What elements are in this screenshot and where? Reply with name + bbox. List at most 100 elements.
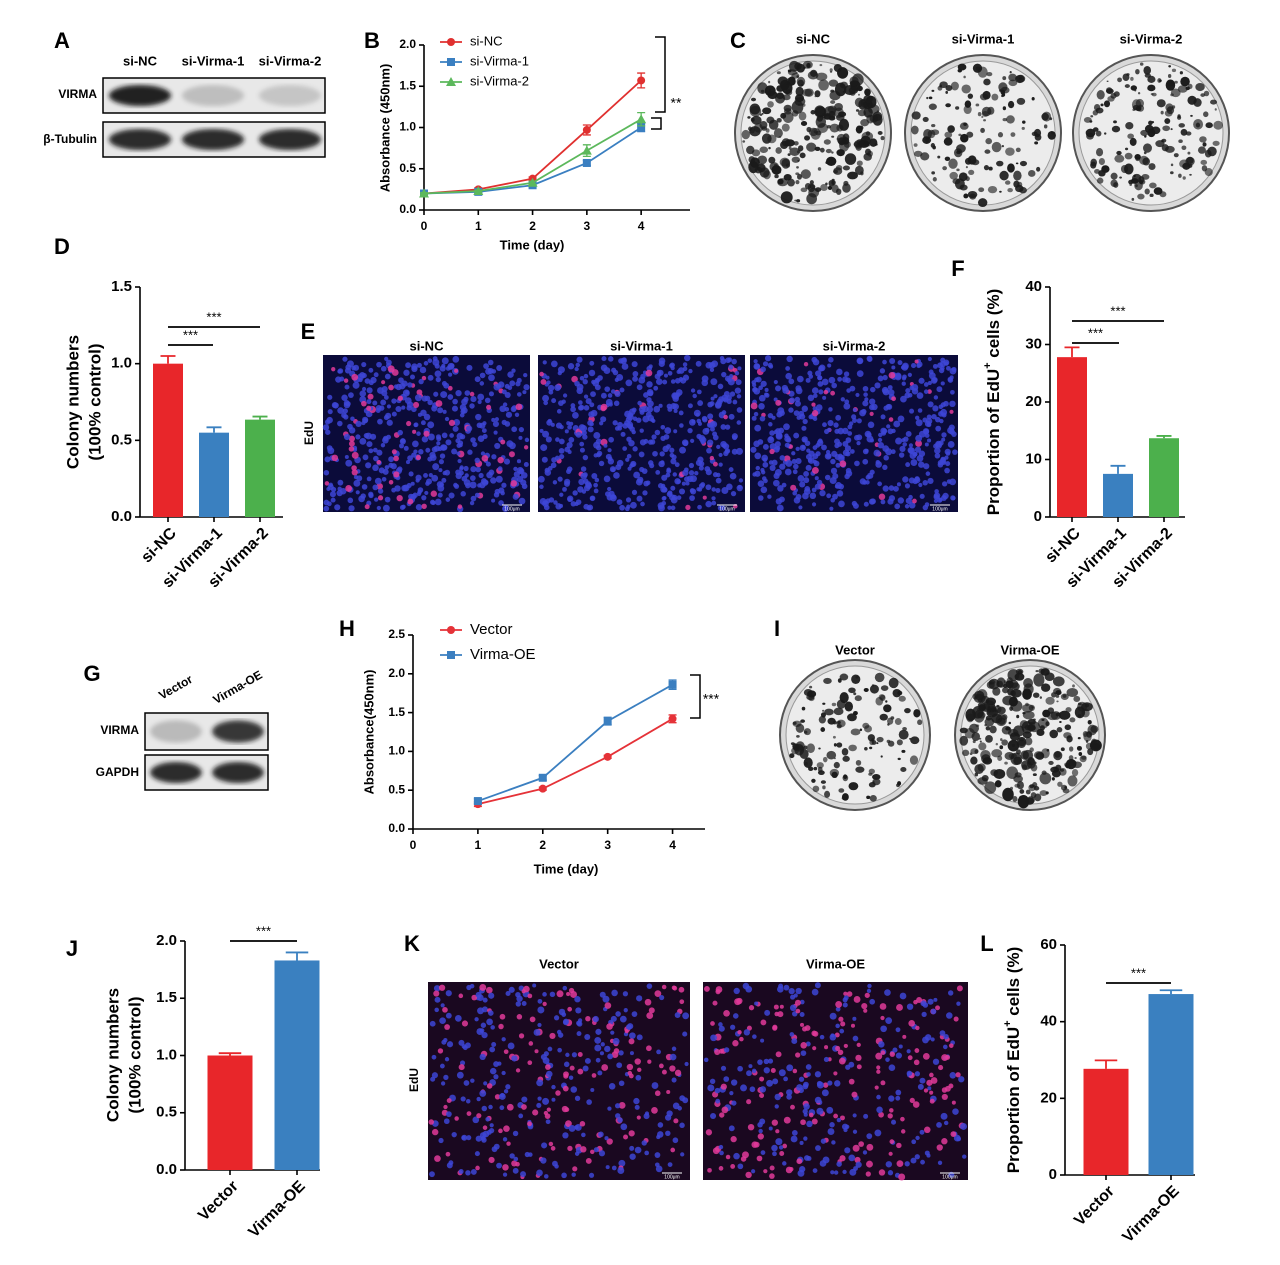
cell [475, 413, 482, 421]
cell [491, 454, 497, 460]
cell [372, 484, 379, 491]
cell [381, 380, 386, 385]
cell [654, 429, 661, 436]
cell [725, 1154, 731, 1160]
colony [932, 177, 937, 182]
cell [439, 1017, 446, 1025]
colony [1004, 680, 1007, 684]
cell [932, 1058, 940, 1065]
cell [944, 448, 951, 455]
blot-band [181, 85, 245, 106]
cell [836, 490, 844, 497]
cell [591, 1073, 597, 1078]
cell [636, 995, 643, 1002]
cell [934, 489, 939, 494]
cell [604, 1136, 609, 1141]
colony [785, 89, 793, 96]
cell [368, 491, 374, 497]
cell [408, 471, 414, 477]
cell [803, 471, 810, 477]
colony [1048, 760, 1054, 766]
colony [1002, 695, 1015, 706]
cell [500, 490, 505, 496]
cell [768, 460, 774, 465]
cell [647, 1059, 652, 1064]
cell [395, 405, 402, 413]
cell [518, 435, 523, 440]
colony [1017, 181, 1023, 188]
cell [838, 1016, 844, 1022]
cell [518, 1113, 524, 1119]
cell [431, 1128, 439, 1136]
colony [741, 129, 750, 140]
cell [705, 361, 713, 369]
colony [783, 104, 792, 112]
cell [660, 460, 665, 465]
cell [679, 446, 686, 454]
colony [1034, 141, 1039, 145]
colony [1129, 137, 1137, 146]
cell [567, 424, 572, 430]
colony [1119, 176, 1122, 179]
cell [760, 467, 765, 473]
cell [593, 488, 599, 494]
cell [719, 1150, 724, 1156]
cell [425, 447, 431, 453]
cell [577, 486, 584, 493]
cell [343, 378, 349, 383]
cell [718, 1025, 725, 1032]
bar [1148, 994, 1194, 1175]
cell [718, 1144, 724, 1150]
cell [457, 504, 463, 509]
colony [999, 190, 1002, 193]
colony [880, 685, 889, 691]
cell [723, 414, 728, 420]
cell [877, 375, 884, 382]
cell [811, 466, 819, 474]
cell [582, 434, 588, 440]
cell [896, 1142, 902, 1149]
y-axis-label-text: Proportion of EdU [1004, 1027, 1023, 1173]
y-tick-label: 40 [1040, 1013, 1057, 1030]
cell [900, 1116, 905, 1122]
cell [682, 1012, 690, 1020]
cell [394, 485, 401, 492]
colony [789, 753, 795, 759]
cell [612, 369, 619, 376]
colony [1128, 179, 1134, 185]
cell [434, 1155, 441, 1162]
cell [674, 377, 681, 384]
colony [1065, 758, 1077, 770]
cell [464, 390, 471, 396]
colony [796, 166, 799, 169]
colony [833, 707, 844, 716]
colony [1181, 145, 1187, 150]
colony [1002, 117, 1008, 122]
cell [570, 403, 576, 408]
colony [794, 199, 797, 202]
y-tick-label: 0 [1034, 508, 1042, 525]
cell [438, 468, 443, 473]
cell [923, 1088, 929, 1093]
error-bar [1159, 989, 1183, 995]
colony [874, 672, 885, 683]
cell [655, 1165, 663, 1173]
cell [532, 1109, 539, 1116]
cell [575, 1007, 582, 1014]
cell [388, 456, 395, 463]
cell [499, 1105, 505, 1111]
colony [909, 755, 919, 765]
cell [946, 365, 951, 371]
cell [445, 497, 451, 502]
cell [619, 504, 625, 511]
cell [470, 437, 476, 443]
cell [673, 408, 678, 414]
cell [570, 406, 576, 413]
cell [434, 498, 442, 506]
cell [772, 1151, 777, 1157]
colony [1139, 155, 1149, 165]
cell [539, 484, 544, 489]
cell [642, 490, 648, 496]
cell [696, 389, 702, 395]
